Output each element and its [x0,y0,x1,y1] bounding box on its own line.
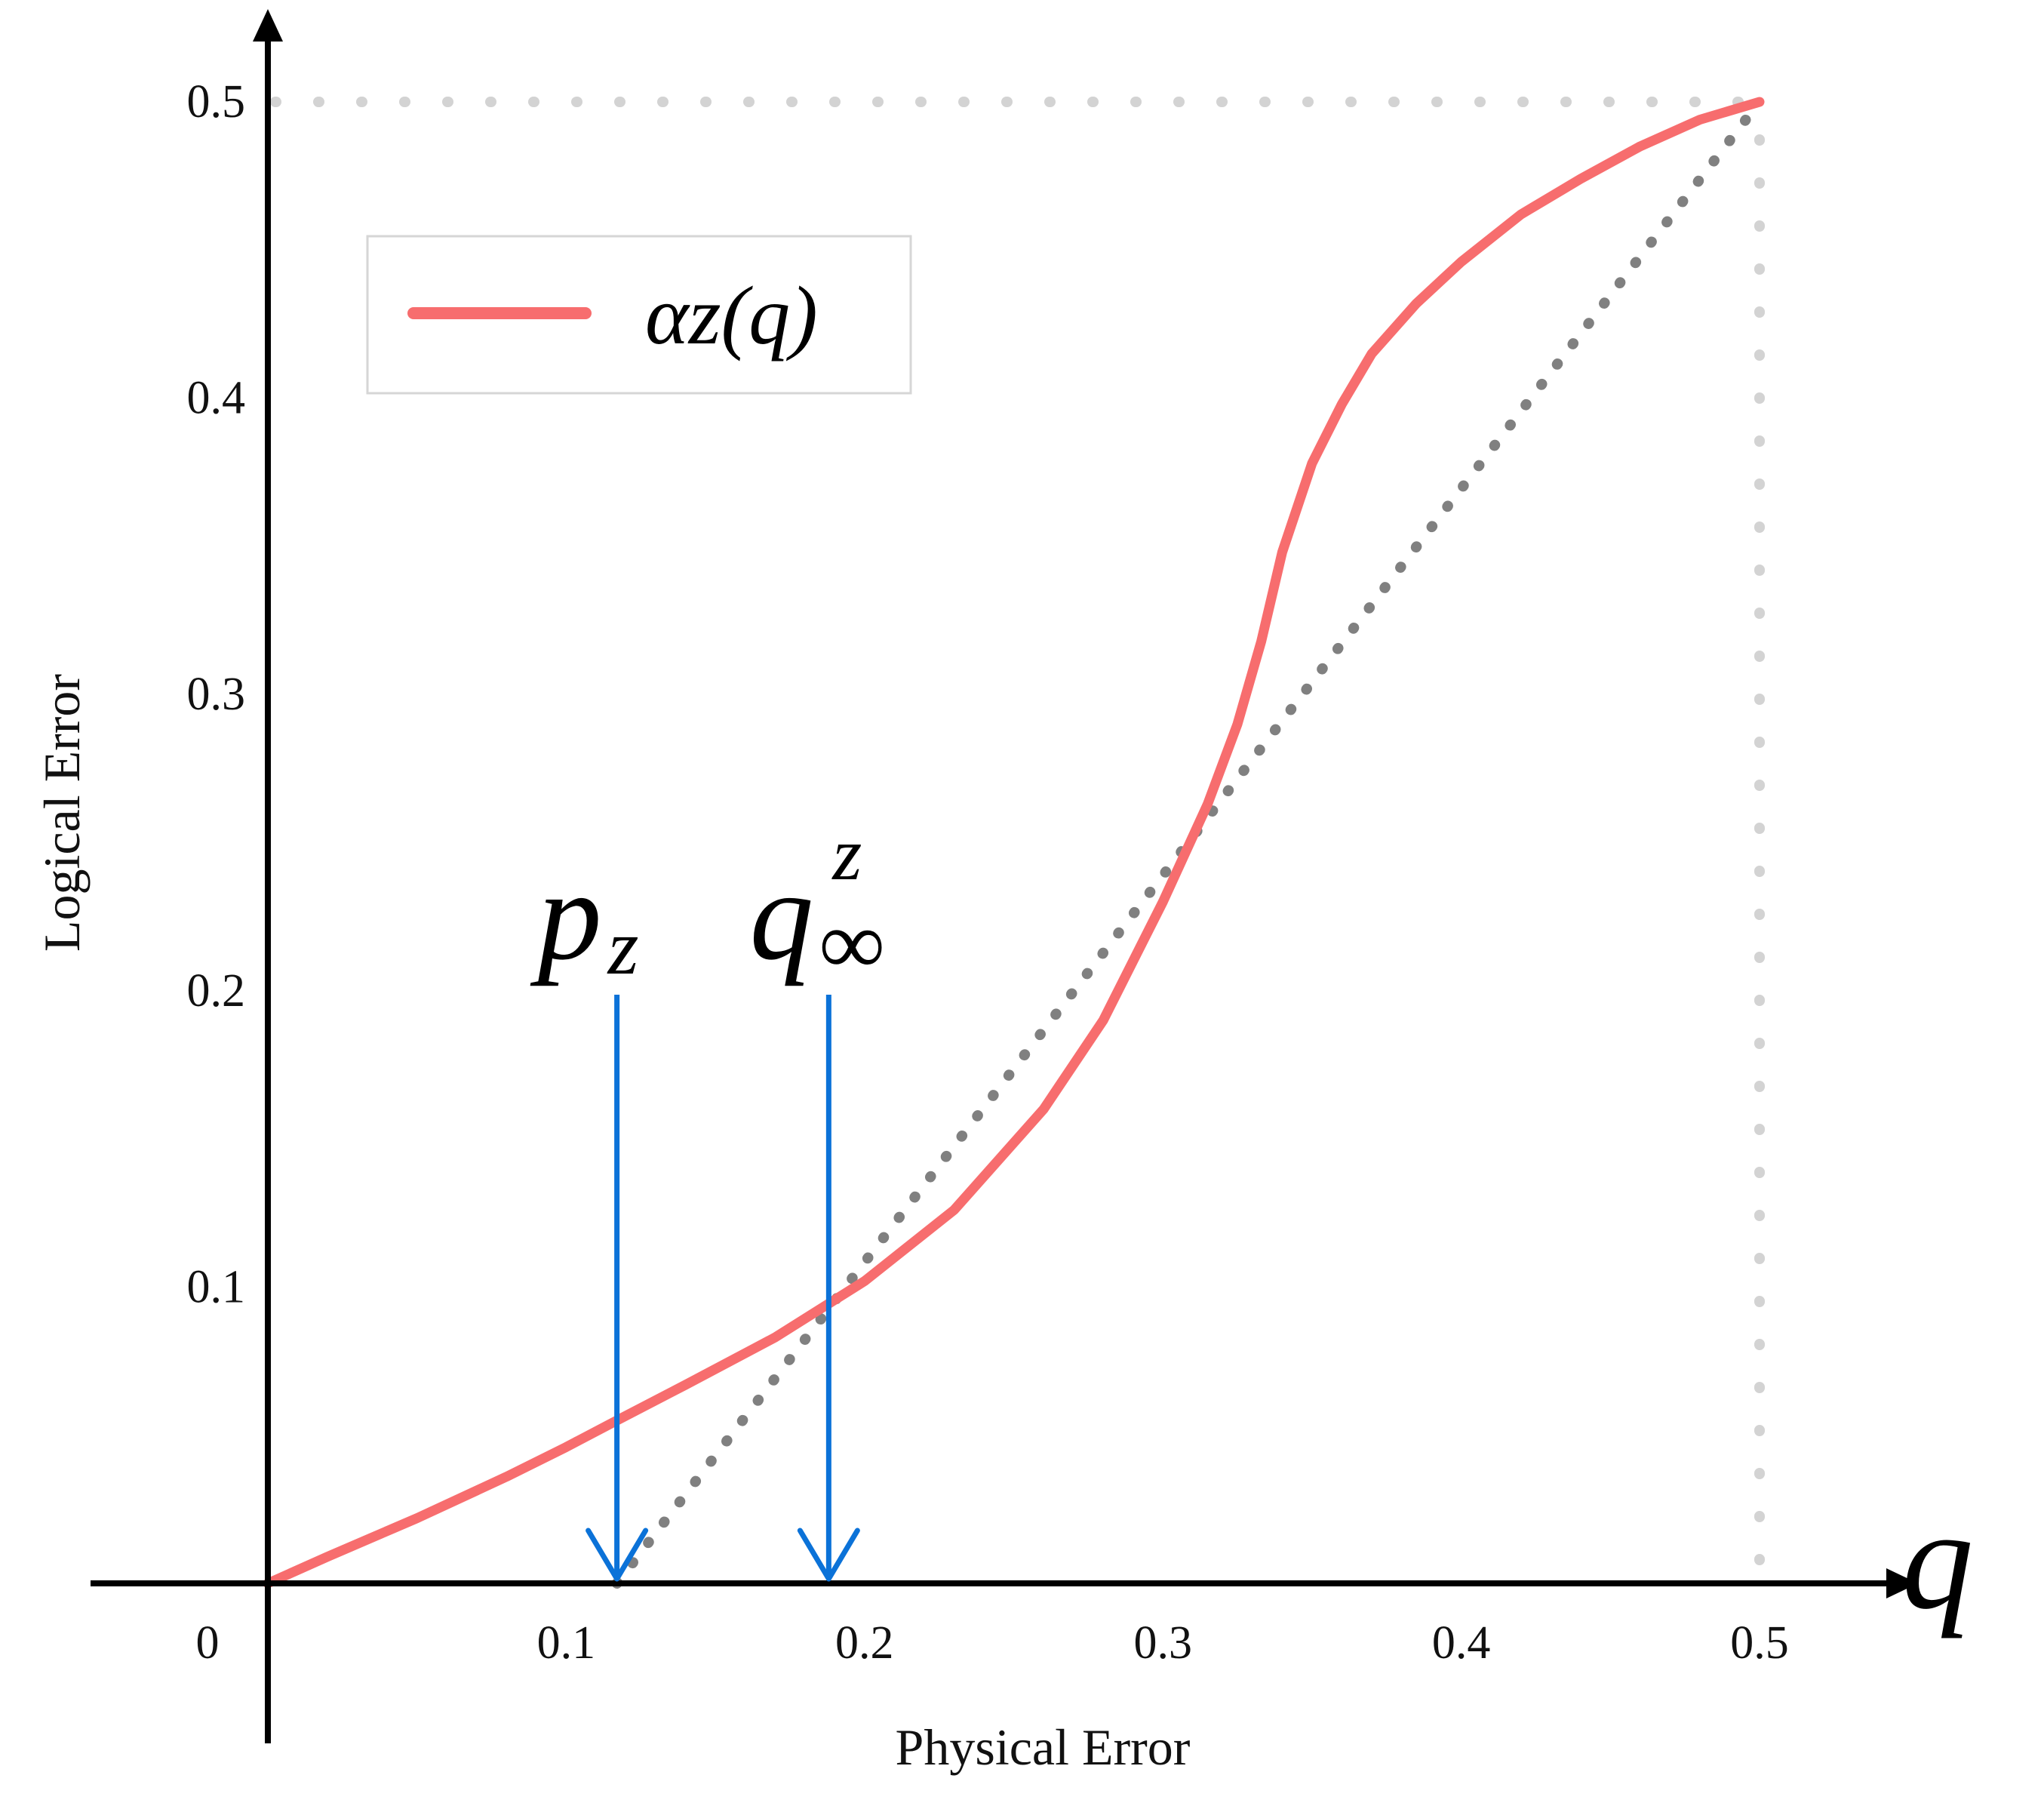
x-tick-label: 0.2 [835,1617,894,1669]
annotation-label-subscript: ∞ [819,893,884,993]
legend-label: αz(q) [645,269,818,362]
annotation-label-base: q [749,845,813,986]
annotation-label-superscript: z [831,812,862,896]
annotation-arrow-head [797,1528,860,1582]
y-tick-label: 0.4 [187,373,246,424]
x-axis-arrowhead [1886,1568,1918,1598]
annotation-label-base: p [530,845,602,986]
y-tick-label: 0.1 [187,1261,246,1312]
x-tick-label: 0.4 [1432,1617,1491,1669]
legend: αz(q) [366,235,912,395]
x-tick-labels: 0 0.1 0.2 0.3 0.4 0.5 [196,1617,1789,1669]
x-tick-label: 0.1 [537,1617,596,1669]
annotation-label-subscript: z [607,903,639,991]
x-axis-title: Physical Error [896,1718,1191,1776]
x-axis-symbol: q [1902,1481,1974,1639]
annotations: p z q ∞z [530,812,884,1582]
y-axis-arrowhead [253,9,283,42]
diagonal-reference-line [611,97,1765,1589]
y-tick-label: 0.2 [187,965,246,1017]
y-axis-title: Logical Error [33,674,91,952]
x-tick-label: 0 [196,1617,220,1669]
y-tick-label: 0.3 [187,669,246,720]
annotation-arrow-head [586,1528,649,1582]
y-tick-labels: 0.1 0.2 0.3 0.4 0.5 [187,76,246,1312]
annotation-q: q ∞z [749,812,884,1582]
alpha-z-curve [263,97,1765,1589]
x-tick-label: 0.3 [1133,1617,1192,1669]
x-tick-label: 0.5 [1730,1617,1789,1669]
y-tick-label: 0.5 [187,76,246,128]
